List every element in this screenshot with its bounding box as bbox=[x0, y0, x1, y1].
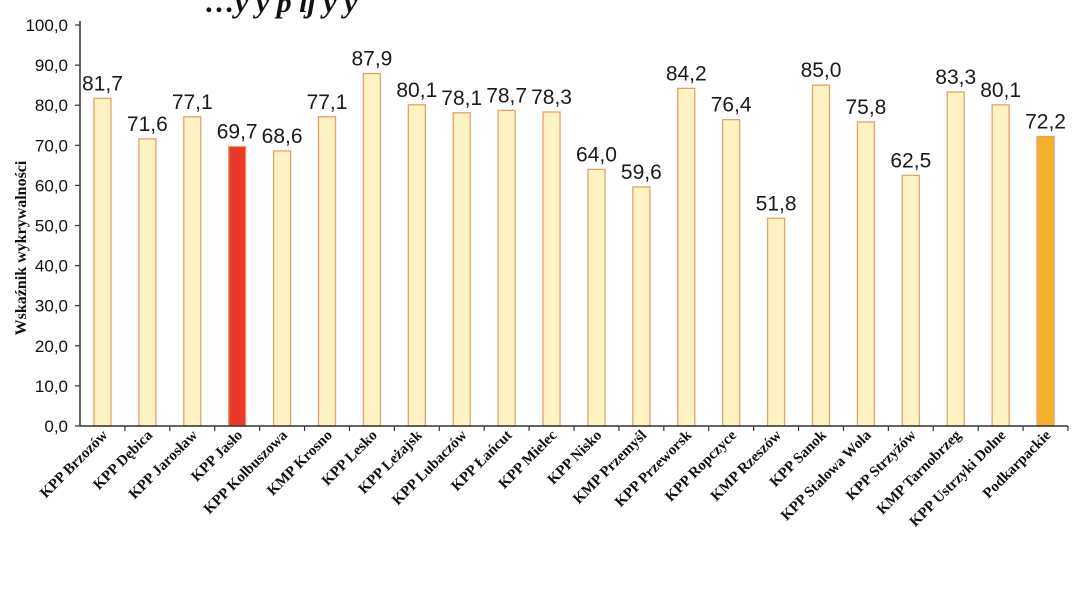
bar bbox=[362, 72, 382, 427]
data-label: 85,0 bbox=[801, 59, 842, 82]
bar bbox=[542, 111, 561, 427]
data-label: 68,6 bbox=[262, 125, 303, 148]
bar bbox=[946, 91, 965, 427]
value-labels-group: 81,771,677,169,7 68,677,187,980,1 78,1 78,7… bbox=[82, 48, 1066, 216]
bar bbox=[407, 104, 426, 427]
x-tick-label: KPP Kolbuszowa bbox=[201, 427, 291, 517]
data-label: 77,1 bbox=[172, 91, 213, 114]
bar bbox=[272, 150, 292, 427]
data-label: 84,2 bbox=[666, 62, 707, 85]
data-label: 62,5 bbox=[890, 149, 931, 172]
data-label: 69,7 bbox=[217, 121, 258, 144]
chart-title-fragment: …y y p ĳ y y bbox=[205, 0, 358, 19]
data-label: 51,8 bbox=[756, 192, 797, 215]
bar bbox=[856, 121, 876, 427]
bar bbox=[183, 116, 202, 427]
bars-group bbox=[93, 72, 1055, 427]
y-tick-label: 40,0 bbox=[35, 257, 68, 276]
data-label: 76,4 bbox=[711, 94, 752, 117]
x-tick-label: KPP Przeworsk bbox=[612, 427, 695, 510]
bar bbox=[766, 217, 786, 427]
y-tick-label: 90,0 bbox=[35, 56, 68, 75]
data-label: 78,1 bbox=[441, 87, 482, 110]
x-tick-label: KMP Tarnobrzeg bbox=[874, 427, 965, 518]
y-tick-label: 50,0 bbox=[35, 217, 68, 236]
y-tick-label: 10,0 bbox=[35, 377, 68, 396]
y-tick-label: 20,0 bbox=[35, 337, 68, 356]
y-tick-label: 60,0 bbox=[35, 176, 68, 195]
bar bbox=[138, 138, 157, 427]
bar bbox=[497, 109, 516, 427]
y-axis: 0,0 10,0 20,0 30,0 40,0 50,0 60,0 70,0 80,0 90,0 1… bbox=[25, 16, 81, 436]
bar bbox=[587, 168, 606, 427]
y-tick-label: 0,0 bbox=[44, 417, 68, 436]
bar bbox=[93, 97, 112, 427]
data-label: 75,8 bbox=[845, 96, 886, 119]
data-label: 83,3 bbox=[935, 66, 976, 89]
y-tick-label: 30,0 bbox=[35, 297, 68, 316]
data-label: 78,7 bbox=[486, 84, 527, 107]
data-label: 64,0 bbox=[576, 143, 617, 166]
data-label: 81,7 bbox=[82, 72, 123, 95]
bar bbox=[722, 118, 741, 427]
bar bbox=[228, 145, 247, 427]
bar bbox=[1036, 135, 1055, 427]
bar bbox=[452, 112, 471, 427]
y-axis-title: Wskaźnik wykrywalności bbox=[13, 160, 30, 335]
bar bbox=[317, 116, 337, 427]
y-tick-label: 70,0 bbox=[35, 136, 68, 155]
data-label: 71,6 bbox=[127, 113, 168, 136]
bar bbox=[991, 104, 1010, 427]
data-label: 80,1 bbox=[980, 79, 1021, 102]
data-label: 80,1 bbox=[396, 79, 437, 102]
data-label: 59,6 bbox=[621, 161, 662, 184]
bar bbox=[677, 87, 696, 427]
data-label: 72,2 bbox=[1025, 110, 1066, 133]
bar bbox=[632, 186, 651, 427]
y-tick-label: 100,0 bbox=[25, 16, 68, 35]
data-label: 78,3 bbox=[531, 86, 572, 109]
bar bbox=[811, 84, 831, 427]
data-label: 87,9 bbox=[351, 48, 392, 71]
y-tick-label: 80,0 bbox=[35, 96, 68, 115]
data-label: 77,1 bbox=[307, 91, 348, 114]
bar bbox=[901, 174, 920, 427]
